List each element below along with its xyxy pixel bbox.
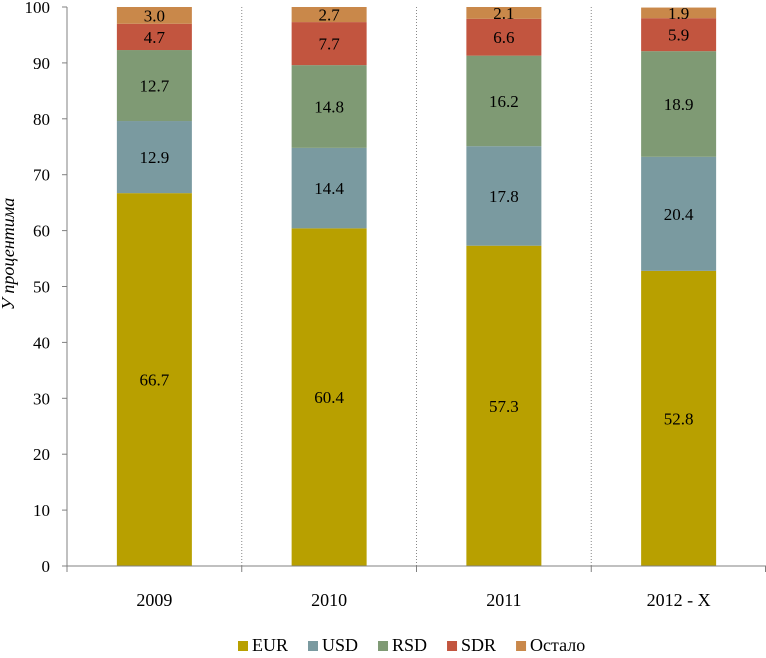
y-tick-label: 90 xyxy=(33,54,50,73)
y-tick-label: 0 xyxy=(42,557,51,576)
data-label: 2.1 xyxy=(493,4,514,23)
legend-label: EUR xyxy=(252,635,288,655)
bar-segment xyxy=(291,65,367,148)
bar-segment xyxy=(116,50,192,122)
y-axis-label: У процентима xyxy=(0,198,18,310)
data-label: 66.7 xyxy=(140,371,170,390)
bar-segment xyxy=(291,22,367,66)
bar-segment xyxy=(641,18,717,52)
data-label: 60.4 xyxy=(314,388,344,407)
y-tick-label: 70 xyxy=(33,166,50,185)
y-tick-label: 50 xyxy=(33,278,50,297)
data-label: 14.8 xyxy=(314,98,344,117)
y-tick-label: 20 xyxy=(33,445,50,464)
bar-segment xyxy=(466,55,542,147)
axes xyxy=(62,6,766,572)
legend-swatch xyxy=(516,641,527,651)
bar-segment xyxy=(116,23,192,51)
x-tick-label: 2009 xyxy=(136,590,172,610)
legend-label: Остало xyxy=(530,635,585,655)
data-label: 2.7 xyxy=(319,6,341,25)
bar-segment xyxy=(116,193,192,566)
data-label: 52.8 xyxy=(664,409,694,428)
legend-swatch xyxy=(447,641,458,651)
legend-swatch xyxy=(308,641,318,651)
bar-segment xyxy=(641,7,717,19)
legend-label: RSD xyxy=(392,635,427,655)
x-tick-label: 2011 xyxy=(486,590,521,610)
legend-swatch xyxy=(378,641,389,651)
data-label: 20.4 xyxy=(664,205,694,224)
bar-segment xyxy=(466,146,542,246)
bar-segment xyxy=(116,7,192,24)
legend-swatch xyxy=(238,641,248,651)
data-label: 57.3 xyxy=(489,397,519,416)
legend-label: USD xyxy=(322,635,358,655)
y-tick-label: 30 xyxy=(33,389,50,408)
legend-label: SDR xyxy=(461,635,496,655)
data-label: 16.2 xyxy=(489,92,519,111)
data-label: 17.8 xyxy=(489,187,519,206)
bar-segment xyxy=(641,156,717,271)
data-label: 12.7 xyxy=(140,77,170,96)
x-tick-label: 2012 - X xyxy=(647,590,711,610)
data-label: 1.9 xyxy=(668,4,689,23)
bar-segment xyxy=(466,245,542,566)
y-tick-label: 60 xyxy=(33,222,50,241)
data-label: 6.6 xyxy=(493,28,514,47)
data-label: 18.9 xyxy=(664,95,694,114)
data-label: 12.9 xyxy=(140,148,170,167)
data-label: 14.4 xyxy=(314,179,344,198)
data-label: 3.0 xyxy=(144,6,165,25)
bar-segment xyxy=(641,270,717,566)
grid-lines xyxy=(241,7,592,566)
y-tick-labels: 0 10 20 30 40 50 60 70 80 90 100 xyxy=(25,0,51,576)
y-tick-label: 10 xyxy=(33,501,50,520)
bar-segment xyxy=(466,7,542,19)
bar-segment xyxy=(466,18,542,56)
x-tick-labels: 2009 2010 2011 2012 - X xyxy=(136,590,710,610)
bars xyxy=(116,7,717,566)
data-labels: 66.7 12.9 12.7 4.7 3.0 60.4 14.4 14.8 7.7 2.7 57.3… xyxy=(140,4,695,429)
data-label: 7.7 xyxy=(319,35,341,54)
y-tick-label: 100 xyxy=(25,0,51,17)
y-tick-label: 80 xyxy=(33,110,50,129)
legend: EUR USD RSD SDR Остало xyxy=(238,635,585,655)
y-tick-label: 40 xyxy=(33,333,50,352)
bar-segment xyxy=(291,147,367,229)
bar-segment xyxy=(116,121,192,194)
data-label: 5.9 xyxy=(668,26,689,45)
x-tick-label: 2010 xyxy=(311,590,347,610)
bar-segment xyxy=(291,7,367,23)
bar-segment xyxy=(641,51,717,157)
data-label: 4.7 xyxy=(144,28,166,47)
bar-segment xyxy=(291,228,367,566)
